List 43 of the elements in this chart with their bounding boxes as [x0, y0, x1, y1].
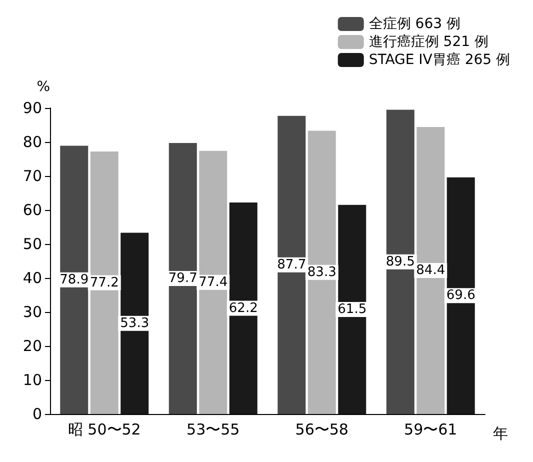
legend-label: 進行癌症例 521 例 — [368, 34, 488, 50]
y-tick-label: 60 — [22, 201, 42, 219]
y-tick-label: 20 — [22, 337, 42, 355]
x-axis-title: 年 — [493, 424, 508, 442]
x-tick-label: 昭 50〜52 — [68, 420, 141, 438]
bar — [278, 116, 306, 414]
y-tick-label: 90 — [22, 99, 42, 117]
y-tick-label: 80 — [22, 133, 42, 151]
y-tick-label: 50 — [22, 235, 42, 253]
x-tick-label: 56〜58 — [295, 420, 348, 438]
legend-label: STAGE IV胃癌 265 例 — [368, 52, 510, 68]
data-label: 78.9 — [60, 272, 89, 288]
data-label: 69.6 — [446, 288, 476, 304]
bar — [168, 143, 197, 414]
legend-label: 全症例 663 例 — [368, 16, 460, 32]
data-label: 77.2 — [90, 275, 119, 290]
bar — [338, 204, 366, 414]
data-label: 62.2 — [228, 300, 258, 316]
bar — [386, 110, 414, 414]
x-tick-label: 53〜55 — [186, 420, 240, 438]
y-tick-label: 10 — [22, 371, 42, 389]
x-tick-label: 59〜61 — [404, 420, 458, 438]
data-label: 87.7 — [277, 257, 306, 272]
data-label: 83.3 — [307, 264, 336, 280]
data-label: 61.5 — [338, 302, 367, 317]
data-label: 89.5 — [386, 254, 415, 270]
data-label: 84.4 — [416, 263, 446, 278]
data-label: 79.7 — [168, 271, 198, 286]
y-tick-label: 0 — [32, 405, 42, 423]
bar — [90, 152, 118, 414]
y-tick-label: 70 — [22, 167, 42, 185]
y-tick-label: 40 — [22, 269, 42, 287]
bar — [416, 127, 445, 414]
bar — [60, 146, 88, 414]
bar — [446, 177, 475, 414]
bar — [120, 232, 149, 414]
data-label: 53.3 — [120, 316, 150, 331]
bar — [308, 130, 336, 414]
y-tick-label: 30 — [22, 303, 42, 321]
y-axis-title: % — [36, 79, 50, 95]
data-label: 77.4 — [198, 274, 228, 290]
bar — [229, 202, 258, 414]
bar — [199, 150, 228, 414]
